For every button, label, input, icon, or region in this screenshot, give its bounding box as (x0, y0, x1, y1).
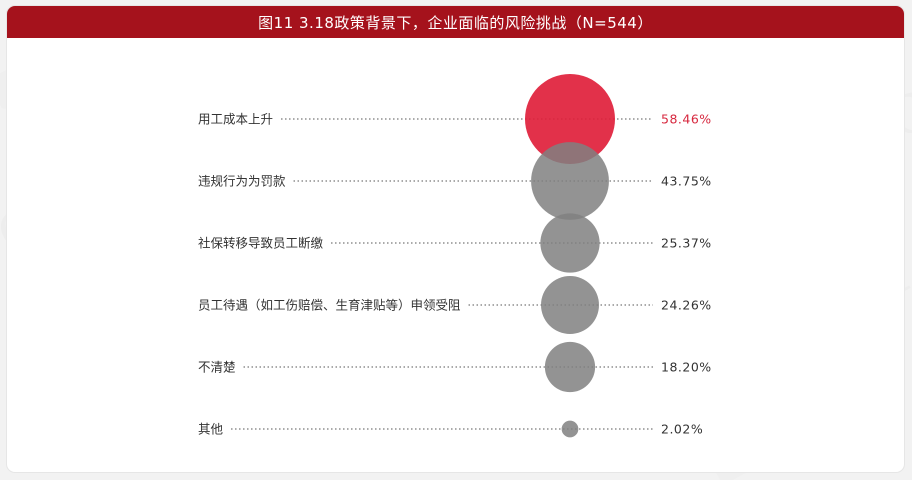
category-label: 用工成本上升 (198, 112, 273, 127)
category-label: 社保转移导致员工断缴 (198, 236, 324, 251)
category-label: 不清楚 (198, 360, 236, 375)
value-label: 2.02% (661, 422, 703, 437)
category-label: 员工待遇（如工伤赔偿、生育津贴等）申领受阻 (198, 298, 461, 313)
value-label: 58.46% (661, 112, 712, 127)
bubble (531, 142, 609, 220)
chart-title: 图11 3.18政策背景下，企业面临的风险挑战（N=544） (7, 6, 904, 38)
bubble (541, 276, 599, 334)
bubble (540, 213, 600, 273)
chart-title-text: 图11 3.18政策背景下，企业面临的风险挑战（N=544） (258, 13, 653, 32)
value-label: 43.75% (661, 174, 712, 189)
value-labels: 58.46% 43.75% 25.37% 24.26% 18.20% 2.02% (661, 112, 712, 437)
category-labels: 用工成本上升违规行为为罚款社保转移导致员工断缴员工待遇（如工伤赔偿、生育津贴等）… (198, 112, 461, 437)
value-label: 24.26% (661, 298, 712, 313)
value-label: 25.37% (661, 236, 712, 251)
category-label: 违规行为为罚款 (198, 174, 286, 189)
category-label: 其他 (198, 422, 224, 437)
bubbles (525, 74, 615, 438)
bubble (544, 341, 596, 393)
bubble-highlight (525, 74, 615, 164)
bubble (561, 420, 579, 438)
value-label: 18.20% (661, 360, 712, 375)
chart-card: 图11 3.18政策背景下，企业面临的风险挑战（N=544） (7, 6, 904, 472)
